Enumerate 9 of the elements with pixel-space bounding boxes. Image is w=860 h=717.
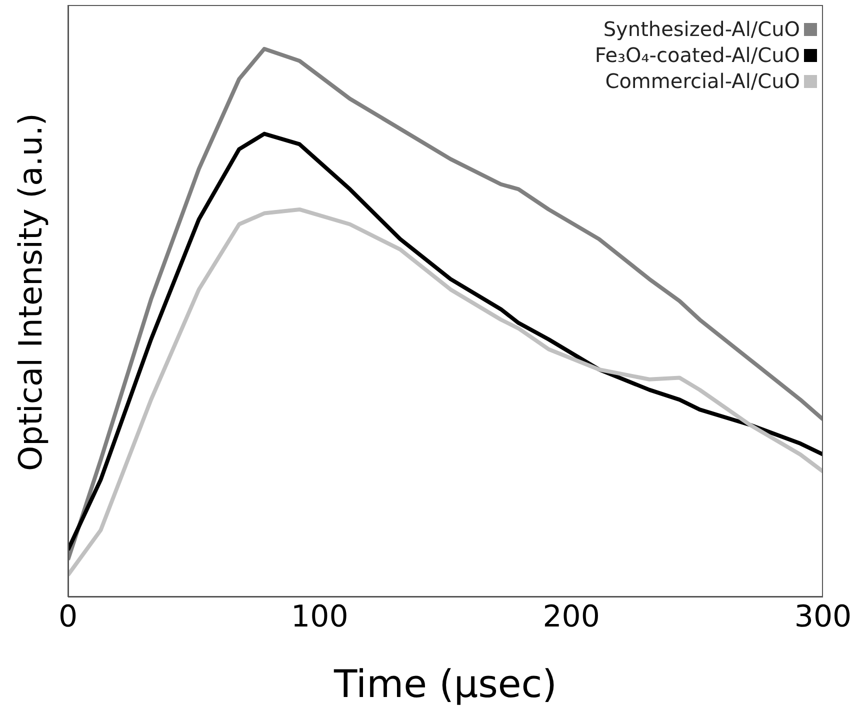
x-tick-label: 0 <box>58 599 78 634</box>
y-axis-title: Optical Intensity (a.u.) <box>11 113 50 471</box>
x-tick-label: 100 <box>291 599 348 634</box>
legend-label: Synthesized-Al/CuO <box>603 17 800 41</box>
x-tick-label: 200 <box>542 599 600 634</box>
legend-label: Commercial-Al/CuO <box>605 69 800 93</box>
x-axis-title: Time (µsec) <box>333 662 557 706</box>
legend-label: Fe₃O₄-coated-Al/CuO <box>594 43 800 67</box>
x-tick-label: 300 <box>794 599 852 634</box>
